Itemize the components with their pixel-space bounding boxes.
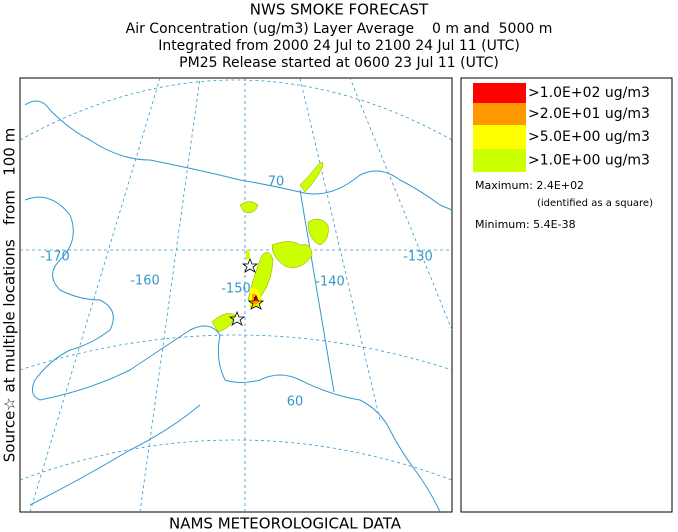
legend-minimum: Minimum: 5.4E-38 [475, 218, 576, 231]
legend-maximum-note: (identified as a square) [537, 198, 653, 209]
smoke-plume [211, 161, 329, 333]
legend-label: >2.0E+01 ug/m3 [528, 106, 650, 122]
legend-swatch [473, 83, 526, 103]
graticule-label: -160 [130, 274, 160, 289]
legend-swatch [473, 149, 526, 172]
graticule-label: -140 [315, 275, 345, 290]
subtitle: Integrated from 2000 24 Jul to 2100 24 J… [158, 38, 520, 54]
subtitle: PM25 Release started at 0600 23 Jul 11 (… [179, 55, 499, 71]
legend-swatch [473, 125, 526, 149]
subtitle: Air Concentration (ug/m3) Layer Average … [126, 21, 553, 37]
title: NWS SMOKE FORECAST [250, 1, 429, 19]
graticule-label: -170 [40, 250, 70, 265]
legend-label: >1.0E+02 ug/m3 [528, 85, 650, 101]
graticule-label: 60 [287, 395, 304, 410]
side-label: Source☆ at multiple locations from 100 m [1, 128, 19, 462]
graticule-label: -130 [403, 250, 433, 265]
legend-maximum: Maximum: 2.4E+02 [475, 179, 584, 192]
map-frame [19, 77, 453, 513]
legend-label: >1.0E+00 ug/m3 [528, 153, 650, 169]
footer: NAMS METEOROLOGICAL DATA [169, 515, 402, 532]
graticule-label: 70 [268, 175, 285, 190]
legend-label: >5.0E+00 ug/m3 [528, 129, 650, 145]
source-markers [228, 257, 265, 326]
coastline [24, 100, 453, 513]
graticule-label: -150 [221, 282, 251, 297]
legend-swatch [473, 103, 526, 125]
